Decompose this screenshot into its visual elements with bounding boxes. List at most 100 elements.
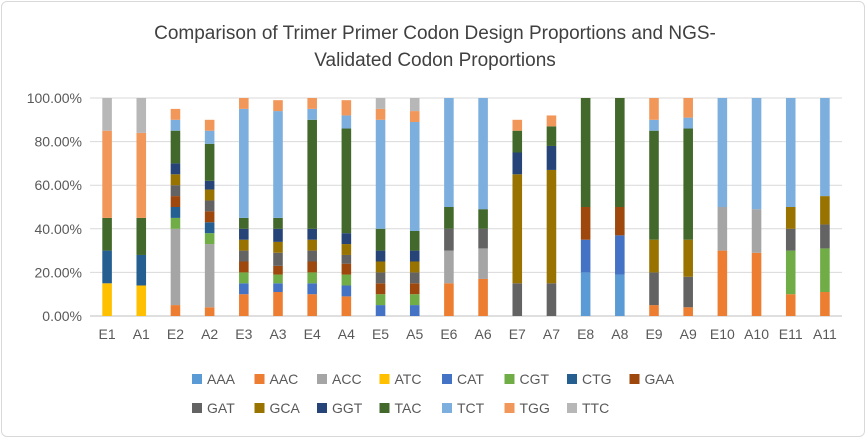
x-tick-label: E4: [304, 326, 321, 342]
bar-segment-tgg: [239, 98, 249, 109]
legend-swatch: [504, 374, 515, 384]
chart-title-line-1: Comparison of Trimer Primer Codon Design…: [154, 23, 716, 44]
legend-swatch: [254, 403, 265, 413]
bar-segment-aac: [820, 292, 830, 316]
bar-segment-gat: [683, 276, 693, 308]
bar-segment-ctg: [102, 250, 112, 284]
bar-segment-cgt: [170, 217, 181, 229]
bar-segment-tgg: [409, 111, 420, 122]
bar-segment-ggt: [546, 145, 557, 170]
x-axis-tick-labels: E1 A1 E2 A2 E3 A3 E4 A4 E5 A5 E6 A6 E7 A7 E8 A8 E9 A9 E10 A…: [99, 326, 838, 342]
bar-segment-aac: [751, 252, 762, 316]
bar-segment-tct: [444, 98, 454, 207]
bar-segment-gaa: [375, 283, 386, 295]
legend-swatch: [504, 403, 515, 413]
bar-segment-aac: [717, 250, 728, 316]
x-tick-label: A5: [406, 326, 423, 342]
bar-segment-gat: [239, 250, 249, 262]
x-tick-label: E5: [372, 326, 389, 342]
bar-segment-tac: [478, 209, 488, 229]
legend-swatch: [254, 374, 265, 384]
bar-segment-gaa: [273, 265, 283, 275]
legend: AAA AAC ACC ATC CAT CGT CTG GAA GAT GCA GGT TAC TCT T…: [192, 371, 675, 416]
bar-segment-tac: [615, 98, 625, 207]
bar-segment-tct: [341, 115, 352, 129]
bar-segment-tct: [170, 119, 181, 131]
bar-segment-ctg: [170, 207, 181, 218]
bar-segment-gca: [204, 189, 215, 201]
x-tick-label: A11: [813, 326, 837, 342]
bar-segment-ctg: [136, 254, 147, 286]
legend-label: ATC: [395, 371, 422, 387]
x-tick-label: E7: [509, 326, 526, 342]
bar-segment-gaa: [170, 196, 181, 207]
bar-segment-gat: [307, 250, 317, 262]
bar-segment-ttc: [409, 98, 420, 112]
bar-segment-gat: [546, 283, 557, 316]
bars: [102, 98, 830, 316]
legend-swatch: [442, 374, 452, 384]
bar-segment-acc: [444, 250, 454, 284]
legend-label: GCA: [270, 400, 301, 416]
bar-segment-gat: [375, 272, 386, 284]
bar-segment-gaa: [341, 263, 352, 275]
bar-segment-tac: [444, 207, 454, 229]
bar-segment-gaa: [307, 261, 317, 273]
legend-swatch: [379, 374, 390, 384]
bar-segment-tct: [204, 130, 215, 144]
bar-segment-cgt: [307, 272, 317, 284]
bar-segment-ggt: [239, 228, 249, 240]
bar-segment-ggt: [170, 163, 181, 175]
bar-segment-gat: [820, 224, 830, 249]
y-tick-label: 20.00%: [35, 264, 82, 280]
bar-segment-tct: [717, 98, 728, 207]
legend-label: AAC: [270, 371, 299, 387]
legend-swatch: [192, 374, 202, 384]
bar-segment-cat: [239, 283, 249, 295]
x-tick-label: A8: [611, 326, 628, 342]
bar-segment-atc: [136, 285, 147, 316]
legend-swatch: [442, 403, 452, 413]
bar-segment-gca: [341, 244, 352, 255]
bar-segment-tct: [820, 98, 830, 197]
bar-segment-ttc: [375, 98, 386, 109]
legend-label: TGG: [520, 400, 550, 416]
bar-segment-gaa: [580, 207, 591, 240]
legend-label: CGT: [520, 371, 550, 387]
bar-segment-tac: [204, 143, 215, 181]
bar-segment-cgt: [273, 274, 283, 284]
x-tick-label: E8: [577, 326, 594, 342]
bar-segment-gat: [341, 254, 352, 264]
bar-segment-ggt: [204, 180, 215, 190]
bar-segment-tac: [136, 217, 147, 255]
bar-segment-acc: [751, 209, 762, 253]
x-tick-label: E3: [235, 326, 252, 342]
bar-segment-tac: [375, 228, 386, 251]
bar-segment-tct: [683, 117, 693, 129]
bar-segment-gca: [820, 196, 830, 225]
bar-segment-cat: [580, 239, 591, 273]
legend-label: GAA: [645, 371, 675, 387]
bar-segment-gat: [444, 228, 454, 251]
y-tick-label: 0.00%: [42, 308, 82, 324]
legend-label: AAA: [207, 371, 236, 387]
x-tick-label: A9: [680, 326, 697, 342]
y-tick-label: 80.00%: [35, 134, 82, 150]
bar-segment-gat: [204, 200, 215, 212]
bar-segment-tac: [273, 217, 283, 229]
stacked-bar-chart: Comparison of Trimer Primer Codon Design…: [27, 23, 842, 416]
bar-segment-tgg: [307, 98, 317, 109]
legend-label: TTC: [582, 400, 609, 416]
x-tick-label: A4: [338, 326, 355, 342]
bar-segment-gat: [170, 185, 181, 197]
bar-segment-ggt: [375, 250, 386, 262]
bar-segment-cat: [341, 285, 352, 297]
legend-swatch: [317, 374, 327, 384]
bar-segment-aac: [478, 278, 488, 316]
bar-segment-aac: [444, 283, 454, 316]
bar-segment-acc: [170, 228, 181, 306]
bar-segment-cat: [375, 305, 386, 316]
bar-segment-gaa: [239, 261, 249, 273]
bar-segment-cat: [615, 235, 625, 275]
y-tick-label: 100.00%: [27, 90, 82, 106]
